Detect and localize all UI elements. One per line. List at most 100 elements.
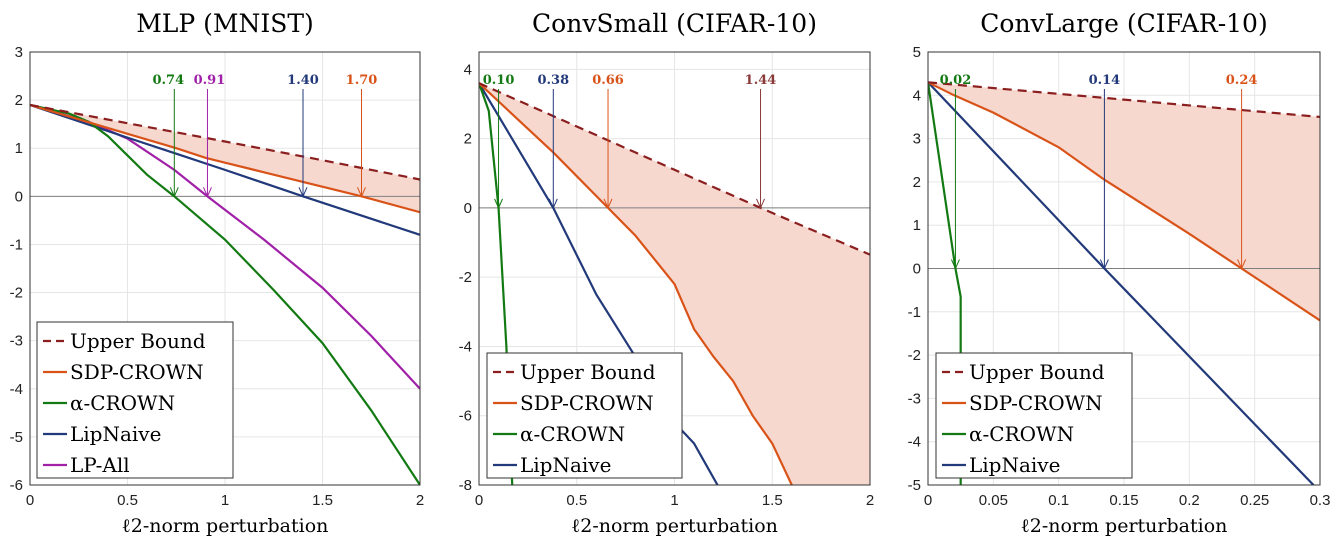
arrow-head-icon: [202, 187, 212, 198]
y-tick-label: -4: [459, 338, 472, 355]
y-tick-label: -5: [908, 477, 921, 494]
series-line-lipnaive: [30, 103, 420, 236]
annotation-label: 0.14: [1089, 73, 1121, 88]
gap-shaded-region: [928, 82, 1320, 321]
arrow-head-icon: [494, 198, 504, 210]
chart-title: ConvLarge (CIFAR-10): [980, 9, 1267, 38]
legend-label: LipNaive: [969, 453, 1060, 477]
y-tick-label: 0: [913, 261, 921, 278]
y-tick-label: -2: [459, 269, 472, 286]
series-line-upperbound: [30, 103, 420, 181]
x-tick-label: 0.15: [1109, 492, 1138, 509]
arrow-head-icon: [169, 187, 179, 198]
y-tick-label: 2: [913, 174, 921, 191]
legend-label: α-CROWN: [520, 422, 625, 446]
y-tick-label: -6: [459, 408, 472, 425]
arrow-head-icon: [756, 198, 765, 210]
y-tick-label: 3: [913, 131, 921, 148]
arrow-head-icon: [950, 259, 960, 270]
chart-title: ConvSmall (CIFAR-10): [532, 9, 817, 38]
legend-box: [486, 352, 683, 479]
legend-box: [935, 352, 1133, 479]
y-tick-label: 1: [15, 140, 23, 157]
legend-label: Upper Bound: [969, 360, 1105, 384]
series-line-sdpcrown: [928, 81, 1320, 322]
legend-label: LipNaive: [520, 453, 611, 477]
y-tick-label: 4: [464, 61, 472, 78]
y-tick-label: 2: [464, 131, 472, 148]
annotation-label: 1.40: [287, 73, 319, 88]
annotation-label: 0.91: [194, 73, 226, 88]
annotation-label: 0.24: [1226, 73, 1258, 88]
annotation-label: 1.70: [346, 73, 378, 88]
legend-label: Upper Bound: [520, 360, 656, 384]
x-axis-label: ℓ2-norm perturbation: [571, 515, 778, 537]
y-tick-label: -4: [10, 381, 23, 398]
y-tick-label: 1: [913, 217, 921, 234]
annotation-label: 0.74: [152, 73, 184, 88]
x-tick-label: 2: [866, 492, 874, 509]
series-line-upperbound: [928, 81, 1320, 119]
legend-label: LipNaive: [70, 422, 161, 446]
x-axis-label: ℓ2-norm perturbation: [122, 515, 329, 537]
y-tick-label: 0: [15, 188, 23, 205]
legend-label: Upper Bound: [70, 329, 206, 353]
legend-label: LP-All: [70, 453, 130, 477]
axes-frame: [29, 51, 421, 486]
legend-label: α-CROWN: [70, 391, 175, 415]
legend: Upper Bound SDP-CROWN α-CROWN LipNaive: [486, 352, 683, 479]
annotation-label: 1.44: [745, 73, 777, 88]
annotation-label: 0.02: [940, 73, 972, 88]
legend: Upper Bound SDP-CROWN α-CROWN LipNaive: [935, 352, 1133, 479]
x-tick-label: 0.5: [117, 492, 138, 509]
arrow-head-icon: [357, 187, 366, 198]
annotation-label: 0.38: [537, 73, 569, 88]
arrow-head-icon: [603, 198, 613, 210]
arrow-head-icon: [1237, 259, 1247, 270]
series-line-sdpcrown: [479, 82, 793, 485]
y-tick-label: -5: [10, 429, 23, 446]
annotation-label: 0.10: [483, 73, 515, 88]
x-tick-label: 0: [26, 492, 34, 509]
legend-label: SDP-CROWN: [70, 360, 204, 384]
y-tick-label: -6: [10, 477, 23, 494]
x-tick-label: 0: [475, 492, 483, 509]
y-tick-label: 5: [913, 44, 921, 61]
x-tick-label: 0.2: [1179, 492, 1200, 509]
y-tick-label: -2: [10, 285, 23, 302]
x-tick-label: 0.05: [979, 492, 1008, 509]
y-tick-label: -2: [908, 347, 921, 364]
chart-title: MLP (MNIST): [136, 9, 314, 38]
y-tick-label: -8: [459, 477, 472, 494]
subplot-2: 0 0.5 1 1.5 2 4 2 0 -2 -4 -6 -8 0.10 0.38 0.66 1.44 Conv…: [459, 9, 875, 537]
y-tick-label: 2: [15, 92, 23, 109]
x-tick-label: 1.5: [762, 492, 783, 509]
x-tick-label: 1.5: [312, 492, 333, 509]
axes-frame: [927, 51, 1321, 486]
y-tick-label: 4: [913, 87, 921, 104]
x-tick-label: 0.25: [1240, 492, 1269, 509]
x-axis-label: ℓ2-norm perturbation: [1021, 515, 1228, 537]
legend-label: α-CROWN: [969, 422, 1074, 446]
x-tick-label: 0.3: [1310, 492, 1331, 509]
x-tick-label: 0.5: [566, 492, 587, 509]
legend-label: SDP-CROWN: [520, 391, 654, 415]
y-tick-label: -3: [10, 333, 23, 350]
series-line-sdpcrown: [30, 103, 420, 214]
subplot-1: 0 0.5 1 1.5 2 3 2 1 0 -1 -2 -3 -4 -5 -6 0.74 0.91 1.40 1.7…: [10, 9, 425, 537]
subplot-3: 0 0.05 0.1 0.15 0.2 0.25 0.3 5 4 3 2 1 0 -1 -2 -3 -4 -5 0.…: [908, 9, 1331, 537]
x-tick-label: 1: [221, 492, 229, 509]
y-tick-label: -1: [10, 236, 23, 253]
x-tick-label: 0: [924, 492, 932, 509]
arrow-head-icon: [1099, 259, 1109, 270]
legend-label: SDP-CROWN: [969, 391, 1103, 415]
x-tick-label: 0.1: [1048, 492, 1069, 509]
y-tick-label: -3: [908, 390, 921, 407]
x-tick-label: 2: [416, 492, 424, 509]
y-tick-label: -1: [908, 304, 921, 321]
legend: Upper Bound SDP-CROWN α-CROWN LipNaive LP-Al…: [36, 321, 234, 479]
y-tick-label: 0: [464, 200, 472, 217]
y-tick-label: -4: [908, 434, 921, 451]
gap-shaded-region: [30, 104, 420, 213]
